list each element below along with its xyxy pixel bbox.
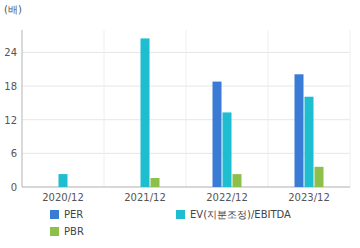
bar xyxy=(233,174,242,187)
y-tick-label: 12 xyxy=(4,115,17,126)
legend-swatch xyxy=(50,227,59,236)
legend-label: PBR xyxy=(64,226,84,237)
legend-swatch xyxy=(50,210,59,219)
bar xyxy=(305,97,314,187)
y-tick-label: 0 xyxy=(11,182,17,193)
bar xyxy=(151,178,160,187)
x-tick-label: 2021/12 xyxy=(124,192,166,203)
legend-label: EV(지분조정)/EBITDA xyxy=(190,209,291,220)
bar xyxy=(315,167,324,187)
x-tick-label: 2023/12 xyxy=(288,192,330,203)
bar xyxy=(213,82,222,187)
y-axis xyxy=(22,30,23,187)
chart: (배) 0 6 12 18 24 2020/12 2021/12 2022/12 2023/12 P… xyxy=(0,0,360,248)
y-tick-label: 24 xyxy=(4,47,17,58)
grid-line-v xyxy=(186,30,187,187)
legend-label: PER xyxy=(64,209,83,220)
bars xyxy=(59,38,324,187)
bar xyxy=(141,38,150,187)
grid-line-v xyxy=(350,30,351,187)
grid-line-v xyxy=(268,30,269,187)
y-label: (배) xyxy=(4,4,22,15)
y-tick-label: 18 xyxy=(4,81,17,92)
bar xyxy=(295,74,304,187)
bar xyxy=(223,112,232,187)
bar xyxy=(59,174,68,187)
grid-line-v xyxy=(104,30,105,187)
x-tick-label: 2020/12 xyxy=(42,192,84,203)
legend-swatch xyxy=(176,210,185,219)
y-tick-label: 6 xyxy=(11,148,17,159)
x-tick-label: 2022/12 xyxy=(206,192,248,203)
grid-line-v xyxy=(22,30,23,187)
